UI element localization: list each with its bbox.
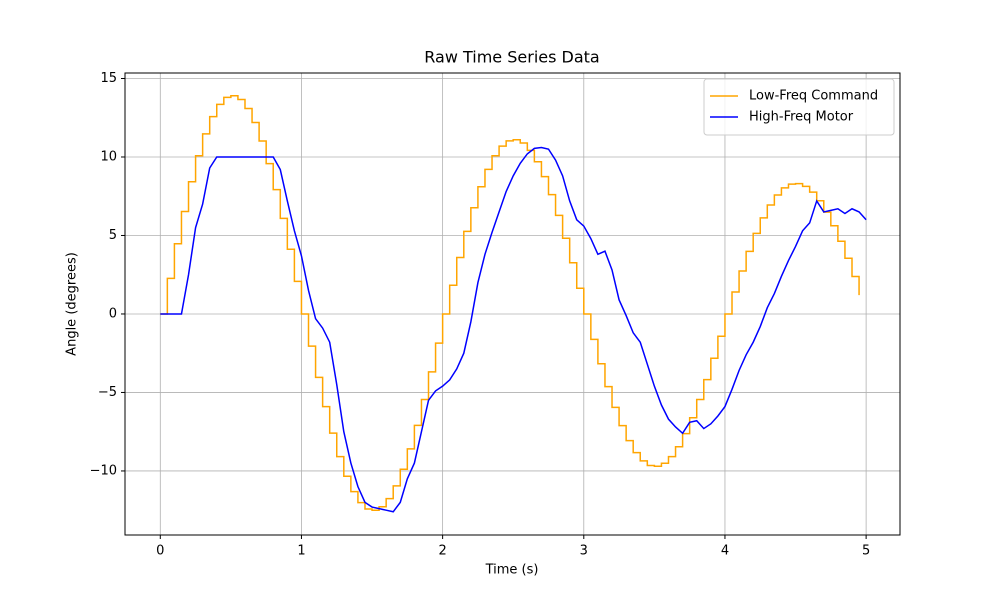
x-axis-label: Time (s): [485, 563, 539, 578]
legend-box: [703, 78, 895, 136]
x-tick-label: 1: [297, 544, 305, 559]
series-line: [160, 146, 867, 513]
y-tick-label: 10: [100, 149, 117, 164]
series-line: [160, 95, 860, 511]
y-tick-label: −10: [90, 463, 117, 478]
y-tick-label: 0: [109, 306, 117, 321]
x-tick-label: 5: [862, 544, 870, 559]
x-tick-label: 2: [438, 544, 446, 559]
x-tick-label: 4: [721, 544, 729, 559]
x-tick-label: 3: [580, 544, 588, 559]
legend-label: High-Freq Motor: [749, 110, 854, 125]
legend-label: Low-Freq Command: [749, 89, 878, 104]
y-tick-label: −5: [98, 385, 117, 400]
y-tick-label: 5: [109, 228, 117, 243]
plot-frame: [124, 72, 901, 536]
y-axis-label: Angle (degrees): [65, 252, 80, 356]
x-tick-label: 0: [156, 544, 164, 559]
chart-title: Raw Time Series Data: [424, 48, 599, 67]
y-tick-label: 15: [100, 71, 117, 86]
